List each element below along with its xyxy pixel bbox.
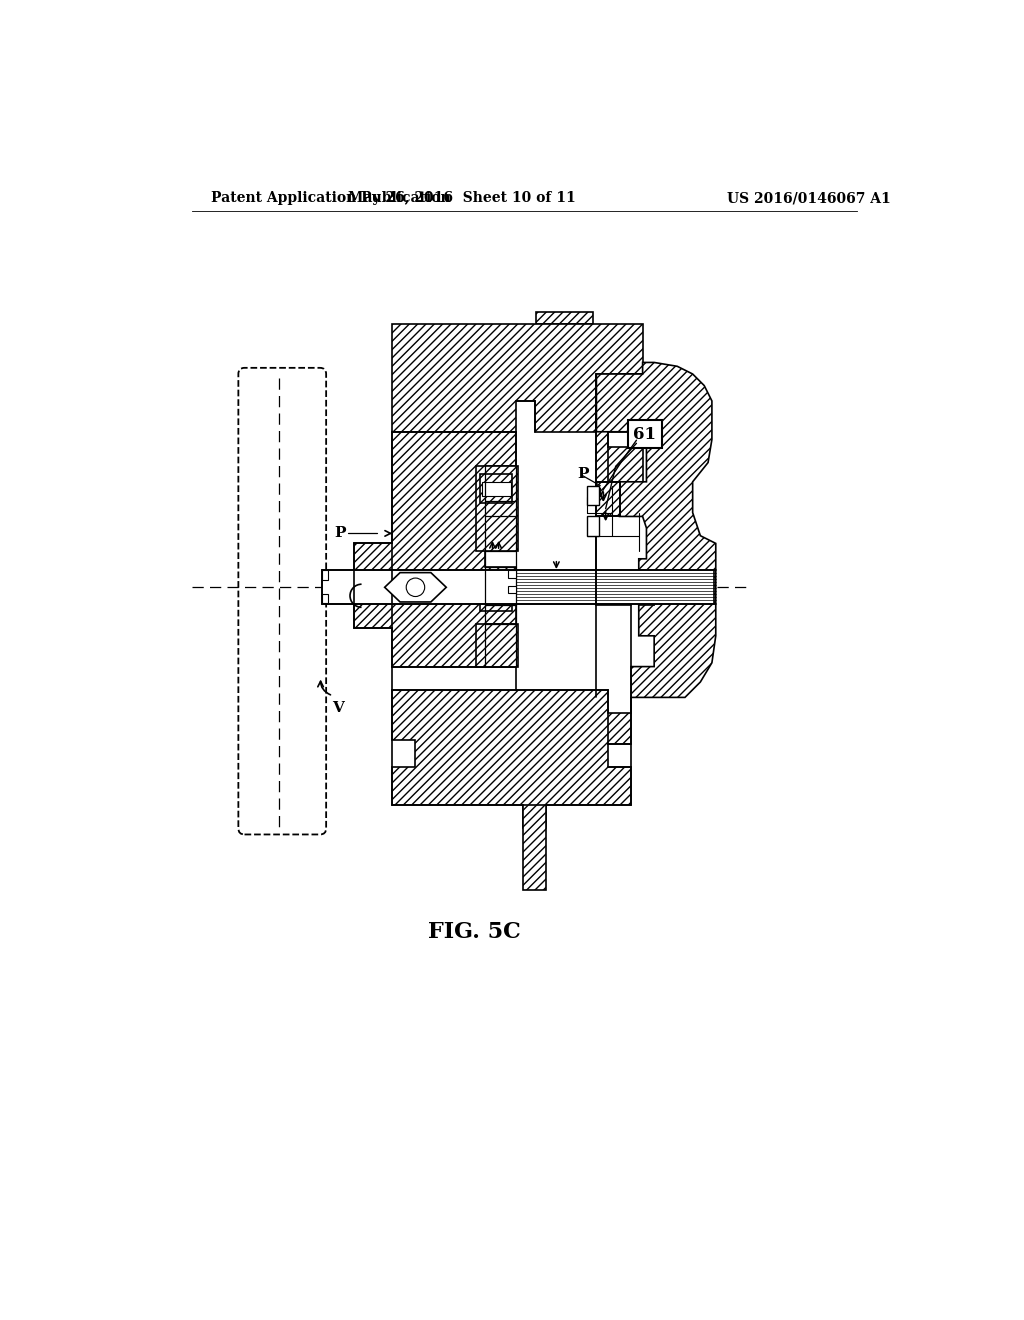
Bar: [475, 624, 518, 667]
Text: 61: 61: [634, 425, 656, 442]
Bar: [480, 474, 512, 503]
Polygon shape: [523, 805, 547, 890]
Bar: [322, 570, 328, 579]
Polygon shape: [596, 363, 716, 697]
Bar: [481, 482, 511, 496]
Bar: [587, 516, 599, 536]
Text: May 26, 2016  Sheet 10 of 11: May 26, 2016 Sheet 10 of 11: [348, 191, 575, 206]
Polygon shape: [385, 573, 446, 602]
Text: FIG. 5C: FIG. 5C: [428, 921, 520, 944]
Bar: [508, 570, 515, 578]
Text: US 2016/0146067 A1: US 2016/0146067 A1: [727, 191, 891, 206]
Text: P: P: [335, 525, 346, 540]
Bar: [481, 586, 511, 599]
Bar: [475, 466, 518, 552]
Circle shape: [407, 578, 425, 597]
Text: Patent Application Publication: Patent Application Publication: [211, 191, 451, 206]
Bar: [322, 570, 714, 605]
Bar: [587, 486, 599, 506]
Polygon shape: [596, 374, 643, 482]
Text: P: P: [578, 467, 589, 480]
Text: V: V: [333, 701, 344, 715]
Polygon shape: [596, 482, 620, 516]
Polygon shape: [392, 323, 643, 432]
Polygon shape: [537, 313, 593, 323]
Polygon shape: [392, 689, 631, 829]
Polygon shape: [354, 432, 515, 667]
Bar: [322, 594, 328, 603]
Bar: [480, 582, 512, 611]
Bar: [508, 586, 515, 594]
